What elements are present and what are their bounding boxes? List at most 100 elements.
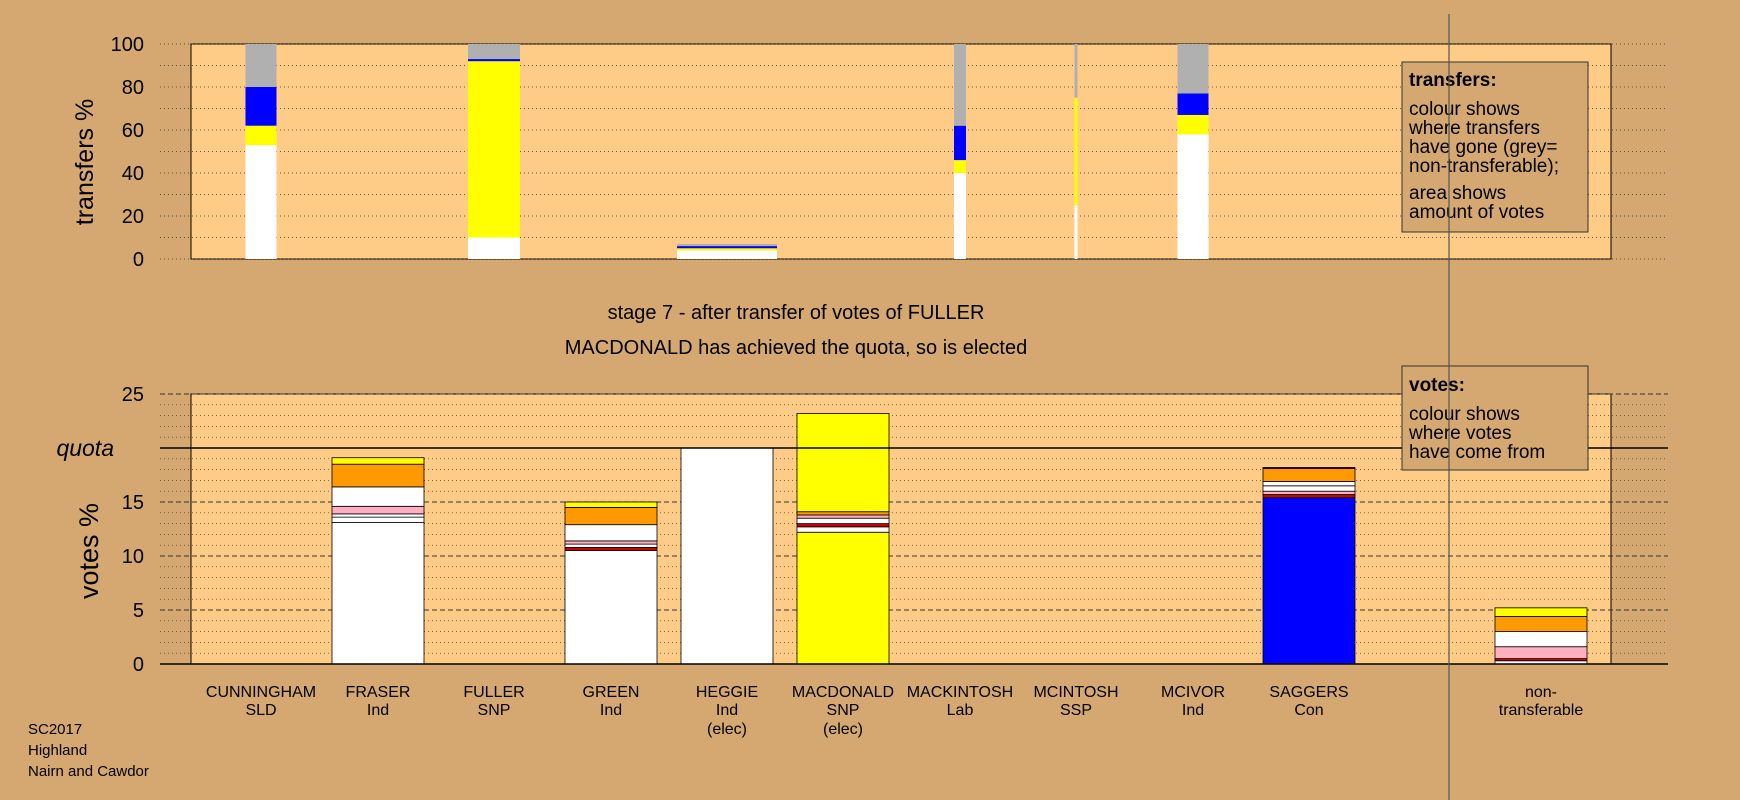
transfer-bar-segment-mcivor	[1177, 114, 1209, 135]
transfer-bar-segment-mcintosh	[1074, 205, 1078, 259]
votes-y-tick-label: 10	[122, 546, 144, 568]
vote-bar-segment-macdonald	[796, 413, 890, 513]
votes-legend-title: votes:	[1409, 375, 1465, 396]
vote-bar-segment-green	[564, 506, 658, 526]
transfer-bar-segment-mcintosh	[1074, 97, 1078, 206]
candidate-party-mackintosh: Lab	[947, 702, 974, 719]
transfers-y-tick-label: 0	[133, 249, 144, 271]
candidate-name-mcintosh: MCINTOSH	[1033, 684, 1118, 701]
candidate-name-green: GREEN	[583, 684, 640, 701]
transfers-y-tick-label: 100	[111, 34, 144, 56]
candidate-party-mcivor: Ind	[1182, 702, 1204, 719]
vote-bar-segment-green	[564, 501, 658, 508]
nontransferable-label-line-2: transferable	[1499, 702, 1584, 719]
candidate-name-fuller: FULLER	[463, 684, 524, 701]
transfers-legend-line-2: where transfers	[1408, 118, 1540, 139]
votes-y-tick-label: 5	[133, 600, 144, 622]
vote-bar-segment-saggers	[1262, 490, 1356, 495]
transfers-legend-line-5: area shows	[1409, 183, 1506, 204]
transfers-y-tick-label: 40	[122, 163, 144, 185]
transfer-bar-segment-heggie	[677, 243, 777, 247]
vote-bar-segment-macdonald	[796, 511, 890, 516]
nontransferable-label-line-1: non-	[1525, 684, 1557, 701]
transfer-bar-segment-heggie	[677, 250, 777, 259]
transfers-legend-line-4: non-transferable);	[1409, 156, 1559, 177]
vote-bar-segment-fraser	[331, 486, 425, 507]
footer: SC2017 Highland Nairn and Cawdor	[28, 721, 149, 780]
vote-bar-segment-saggers	[1262, 481, 1356, 487]
footer-ward: Nairn and Cawdor	[28, 763, 149, 780]
stage-subtitle: MACDONALD has achieved the quota, so is …	[565, 337, 1027, 359]
votes-bars	[331, 413, 1588, 665]
votes-plot-background	[190, 393, 1612, 665]
candidate-party-macdonald: SNP	[827, 702, 860, 719]
transfer-bar-segment-fuller	[468, 237, 520, 259]
vote-bar-segment-macdonald	[796, 523, 890, 528]
vote-bar-segment-saggers	[1262, 485, 1356, 492]
votes-y-tick-label: 0	[133, 654, 144, 676]
transfers-legend-line-6: amount of votes	[1409, 202, 1544, 223]
vote-bar-segment-non-transferable	[1494, 616, 1588, 632]
candidate-party-cunningham: SLD	[245, 702, 276, 719]
candidate-name-heggie: HEGGIE	[696, 684, 758, 701]
transfers-bars	[245, 44, 1209, 259]
transfers-legend-line-1: colour shows	[1409, 99, 1520, 120]
candidate-party-heggie: Ind	[716, 702, 738, 719]
transfer-bar-segment-fuller	[468, 44, 520, 60]
transfer-bar-segment-mackintosh	[954, 44, 966, 126]
transfers-y-tick-label: 80	[122, 77, 144, 99]
transfer-bar-segment-mackintosh	[954, 160, 966, 173]
vote-bar-segment-green	[564, 550, 658, 665]
candidate-name-macdonald: MACDONALD	[792, 684, 894, 701]
candidate-name-mcivor: MCIVOR	[1161, 684, 1225, 701]
transfers-y-ticks: 0 20 40 60 80 100	[111, 34, 144, 271]
transfer-bar-segment-mackintosh	[954, 173, 966, 259]
votes-y-axis-label: votes %	[74, 503, 104, 599]
candidate-party-mcintosh: SSP	[1060, 702, 1092, 719]
vote-bar-segment-saggers	[1262, 494, 1356, 499]
candidate-note-macdonald: (elec)	[823, 721, 863, 738]
vote-bar-segment-green	[564, 540, 658, 545]
transfers-y-tick-label: 60	[122, 120, 144, 142]
vote-bar-segment-non-transferable	[1494, 631, 1588, 648]
transfer-bar-segment-mcivor	[1177, 44, 1209, 94]
candidate-party-green: Ind	[600, 702, 622, 719]
candidate-party-fraser: Ind	[367, 702, 389, 719]
transfer-bar-segment-fuller	[468, 59, 520, 62]
votes-y-ticks: 0 5 10 15 25	[122, 384, 144, 676]
transfer-bar-segment-mcivor	[1177, 134, 1209, 259]
vote-bar-segment-green	[564, 543, 658, 548]
votes-y-tick-label: 15	[122, 492, 144, 514]
vote-bar-segment-macdonald	[796, 517, 890, 525]
vote-bar-segment-saggers	[1262, 497, 1356, 665]
transfers-panel: 0 20 40 60 80 100 transfers % transfers: colo…	[71, 34, 1668, 271]
candidate-labels: CUNNINGHAMSLDFRASERIndFULLERSNPGREENIndH…	[206, 684, 1583, 738]
transfers-y-axis-label: transfers %	[71, 99, 99, 225]
stage-title: stage 7 - after transfer of votes of FUL…	[608, 302, 985, 324]
votes-legend-line-1: colour shows	[1409, 404, 1520, 425]
votes-legend: votes: colour shows where votes have com…	[1401, 365, 1589, 471]
transfers-legend: transfers: colour shows where transfers …	[1401, 61, 1589, 233]
vote-bar-segment-saggers	[1262, 468, 1356, 482]
vote-bar-segment-macdonald	[796, 514, 890, 519]
candidate-name-mackintosh: MACKINTOSH	[907, 684, 1013, 701]
candidate-name-saggers: SAGGERS	[1269, 684, 1348, 701]
votes-legend-box	[1401, 365, 1589, 471]
transfer-bar-segment-mcivor	[1177, 93, 1209, 115]
vote-bar-segment-fraser	[331, 522, 425, 665]
transfer-bar-segment-heggie	[677, 246, 777, 249]
quota-label: quota	[56, 435, 114, 461]
vote-bar-segment-fraser	[331, 457, 425, 465]
vote-bar-segment-fraser	[331, 516, 425, 523]
votes-legend-line-3: have come from	[1409, 442, 1545, 463]
candidate-party-fuller: SNP	[478, 702, 511, 719]
vote-bar-segment-green	[564, 524, 658, 542]
vote-bar-segment-non-transferable	[1494, 607, 1588, 617]
vote-bar-segment-fraser	[331, 463, 425, 488]
transfer-bar-segment-mackintosh	[954, 125, 966, 161]
vote-bar-segment-heggie	[680, 447, 774, 665]
transfers-legend-line-3: have gone (grey=	[1409, 137, 1557, 158]
transfer-bar-segment-cunningham	[245, 44, 277, 87]
